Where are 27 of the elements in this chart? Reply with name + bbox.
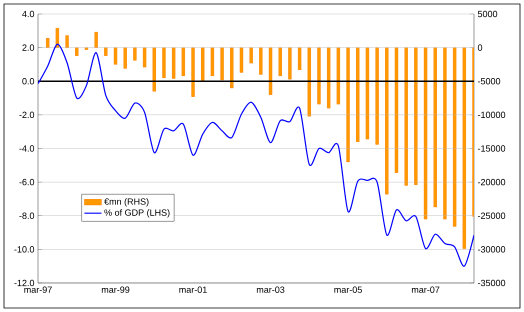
x-tick-label: mar-01	[179, 286, 207, 293]
x-tick-label: mar-05	[334, 286, 362, 293]
y2-tick-label: -35000	[478, 280, 506, 286]
y-tick-label: -4.0	[19, 145, 34, 152]
x-tick-label: mar-07	[412, 286, 440, 293]
legend-label: % of GDP (LHS)	[104, 209, 170, 218]
y2-tick-label: 5000	[478, 10, 498, 18]
y-tick-label: -2.0	[19, 112, 34, 118]
y-tick-label: 4.0	[22, 10, 34, 18]
x-tick-label: mar-03	[256, 286, 284, 293]
y-tick-label: 0.0	[22, 78, 34, 84]
y2-tick-label: -10000	[478, 112, 506, 118]
y-tick-label: 2.0	[22, 44, 34, 51]
x-tick-label: mar-97	[24, 286, 52, 293]
y2-tick-label: -5000	[478, 78, 500, 84]
y2-tick-label: -15000	[478, 145, 506, 152]
y2-tick-label: -20000	[478, 178, 506, 186]
y-tick-label: -8.0	[19, 212, 34, 219]
y-tick-label: -10.0	[14, 246, 34, 253]
line-series	[38, 44, 474, 267]
y2-tick-label: 0	[478, 44, 482, 51]
legend-label: €mn (RHS)	[104, 198, 149, 207]
y-tick-label: -6.0	[19, 178, 34, 186]
y-tick-label: -12.0	[14, 280, 34, 286]
y2-tick-label: -30000	[478, 246, 506, 253]
y2-tick-label: -25000	[478, 212, 506, 219]
x-tick-label: mar-99	[102, 286, 130, 293]
